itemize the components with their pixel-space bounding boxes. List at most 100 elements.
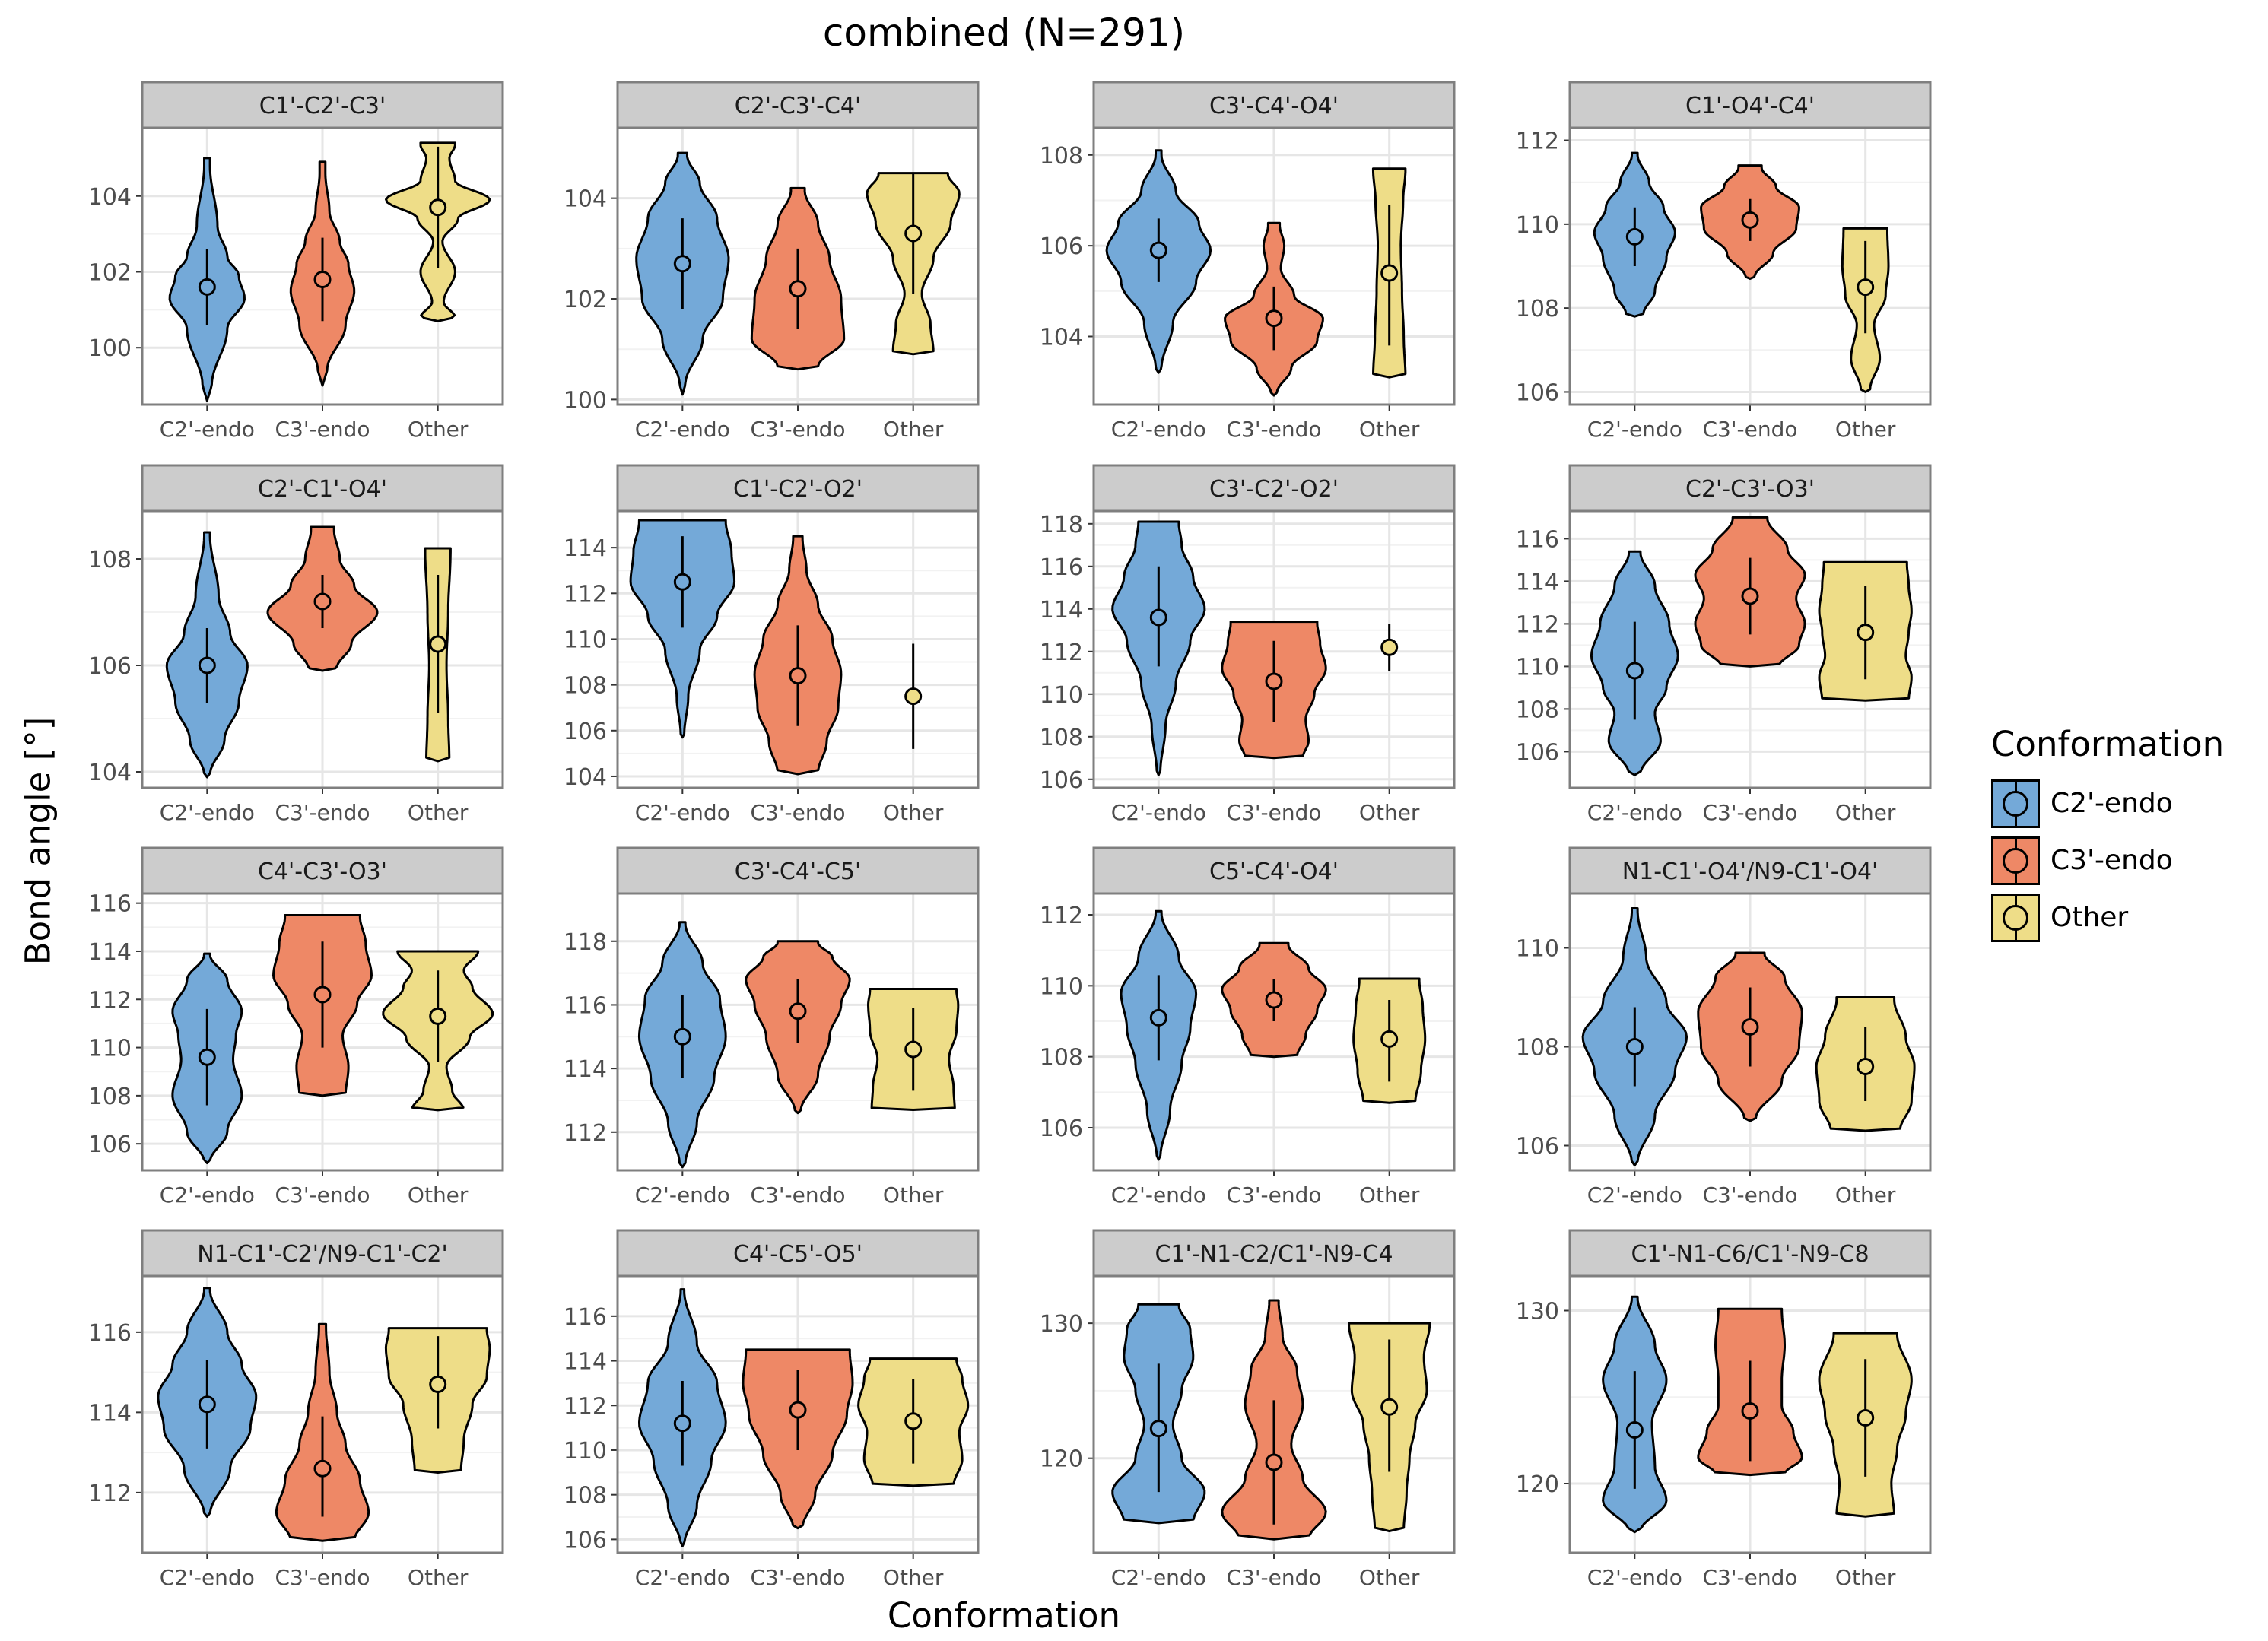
- y-tick-label: 110: [1516, 212, 1559, 239]
- mean-point: [904, 224, 923, 243]
- x-tick-label: C3'-endo: [1702, 417, 1797, 442]
- mean-point: [789, 1002, 807, 1020]
- facet-panel: C4'-C3'-O3' 106 108 110 112 114 116 C2'-endo C3'…: [88, 846, 504, 1208]
- x-tick-label: C3'-endo: [275, 1182, 370, 1208]
- x-tick-label: C2'-endo: [160, 417, 255, 442]
- y-tick-label: 106: [1040, 1116, 1083, 1142]
- panel-border: [1568, 1274, 1932, 1554]
- mean-point: [1380, 638, 1399, 656]
- y-tick-label: 106: [564, 1527, 607, 1554]
- panel-border: [616, 126, 980, 406]
- mean-point: [673, 255, 691, 273]
- chart-title: combined (N=291): [822, 11, 1186, 55]
- mean-point: [1265, 672, 1283, 690]
- y-tick-label: 130: [1040, 1311, 1083, 1338]
- facet-strip: [141, 464, 504, 513]
- facet-title: N1-C1'-C2'/N9-C1'-C2': [197, 1241, 448, 1268]
- mean-point: [1380, 1030, 1399, 1048]
- x-tick-label: C2'-endo: [1587, 417, 1682, 442]
- x-tick-label: C2'-endo: [1111, 417, 1206, 442]
- x-tick-label: C3'-endo: [750, 1182, 845, 1208]
- y-tick-label: 116: [564, 1304, 607, 1331]
- mean-point: [1741, 1401, 1759, 1420]
- mean-point: [1265, 991, 1283, 1009]
- facet-panel: C2'-C3'-O3' 106 108 110 112 114 116 C2'-endo C3'…: [1516, 464, 1932, 825]
- facet-strip: [141, 846, 504, 895]
- facet-strip: [1568, 846, 1932, 895]
- mean-point: [429, 1007, 447, 1025]
- facet-strip: [141, 1229, 504, 1278]
- mean-point: [1857, 624, 1875, 642]
- mean-point: [1625, 1420, 1644, 1439]
- panel-border: [1568, 892, 1932, 1172]
- panel-border: [1092, 509, 1456, 789]
- facet-title: N1-C1'-O4'/N9-C1'-O4': [1622, 859, 1879, 885]
- facet-panel: C1'-N1-C2/C1'-N9-C4 120 130 C2'-endo C3'-end…: [1040, 1229, 1456, 1590]
- x-tick-label: C3'-endo: [1226, 417, 1321, 442]
- x-tick-label: Other: [1835, 417, 1896, 442]
- facet-panel: C1'-N1-C6/C1'-N9-C8 120 130 C2'-endo C3'-end…: [1516, 1229, 1932, 1590]
- legend-item-other: Other: [1991, 889, 2224, 946]
- mean-point: [1265, 309, 1283, 328]
- y-tick-label: 114: [564, 1056, 607, 1083]
- x-tick-label: C3'-endo: [1702, 800, 1797, 825]
- facet-title: C2'-C3'-O3': [1685, 476, 1815, 503]
- y-tick-label: 108: [1516, 296, 1559, 322]
- mean-point: [1625, 227, 1644, 246]
- facet-panel: C2'-C3'-C4' 100 102 104 C2'-endo C3'-endo Othe…: [564, 81, 980, 442]
- y-tick-label: 112: [88, 1481, 132, 1507]
- facet-title: C3'-C2'-O2': [1209, 476, 1339, 503]
- facet-panel: C4'-C5'-O5' 106 108 110 112 114 116 C2'-endo C3'…: [564, 1229, 980, 1590]
- y-tick-label: 116: [564, 992, 607, 1019]
- mean-point: [789, 667, 807, 685]
- facet-title: C4'-C3'-O3': [258, 859, 387, 885]
- facet-panel: N1-C1'-O4'/N9-C1'-O4' 106 108 110 C2'-endo C3…: [1516, 846, 1932, 1208]
- facet-strip: [1092, 81, 1456, 129]
- facet-title: C3'-C4'-C5': [735, 859, 862, 885]
- x-tick-label: C2'-endo: [1111, 1565, 1206, 1590]
- y-tick-label: 106: [564, 719, 607, 745]
- facet-title: C1'-N1-C6/C1'-N9-C8: [1631, 1241, 1869, 1268]
- facet-panel: C3'-C4'-O4' 104 106 108 C2'-endo C3'-endo Othe…: [1040, 81, 1456, 442]
- mean-point: [904, 1412, 923, 1430]
- panel-border: [616, 1274, 980, 1554]
- mean-point: [1625, 662, 1644, 680]
- y-tick-label: 114: [88, 939, 132, 966]
- x-tick-label: C2'-endo: [635, 417, 730, 442]
- legend-label: C3'-endo: [2050, 845, 2173, 876]
- x-tick-label: C2'-endo: [635, 1565, 730, 1590]
- x-tick-label: C3'-endo: [750, 417, 845, 442]
- facet-strip: [1092, 464, 1456, 513]
- facet-strip: [141, 81, 504, 129]
- y-tick-label: 108: [88, 547, 132, 573]
- mean-point: [1857, 1058, 1875, 1075]
- x-tick-label: C2'-endo: [1111, 1182, 1206, 1208]
- facet-panel: C1'-C2'-C3' 100 102 104 C2'-endo C3'-endo Othe…: [88, 81, 504, 442]
- panel-border: [1092, 126, 1456, 406]
- x-tick-label: C3'-endo: [275, 800, 370, 825]
- mean-point: [1857, 278, 1875, 297]
- x-tick-label: Other: [1359, 1182, 1420, 1208]
- mean-point: [429, 1375, 447, 1393]
- mean-point: [673, 1414, 691, 1433]
- mean-point: [198, 656, 216, 674]
- facet-title: C1'-O4'-C4': [1685, 93, 1815, 119]
- y-tick-label: 106: [1040, 233, 1083, 260]
- mean-point: [1149, 1008, 1167, 1027]
- x-tick-label: Other: [883, 1565, 944, 1590]
- x-tick-label: Other: [883, 1182, 944, 1208]
- x-tick-label: C2'-endo: [160, 1565, 255, 1590]
- y-tick-label: 106: [1516, 1134, 1559, 1160]
- y-tick-label: 100: [88, 335, 132, 362]
- y-axis-title: Bond angle [°]: [17, 716, 59, 966]
- y-tick-label: 110: [1040, 682, 1083, 709]
- legend-key-other: [1991, 893, 2040, 942]
- y-tick-label: 102: [564, 287, 607, 313]
- facet-title: C1'-N1-C2/C1'-N9-C4: [1155, 1241, 1393, 1268]
- mean-point: [1380, 1398, 1399, 1416]
- facet-title: C5'-C4'-O4': [1209, 859, 1339, 885]
- panel-border: [1092, 1274, 1456, 1554]
- x-tick-label: C3'-endo: [1226, 1182, 1321, 1208]
- panel-border: [141, 126, 504, 406]
